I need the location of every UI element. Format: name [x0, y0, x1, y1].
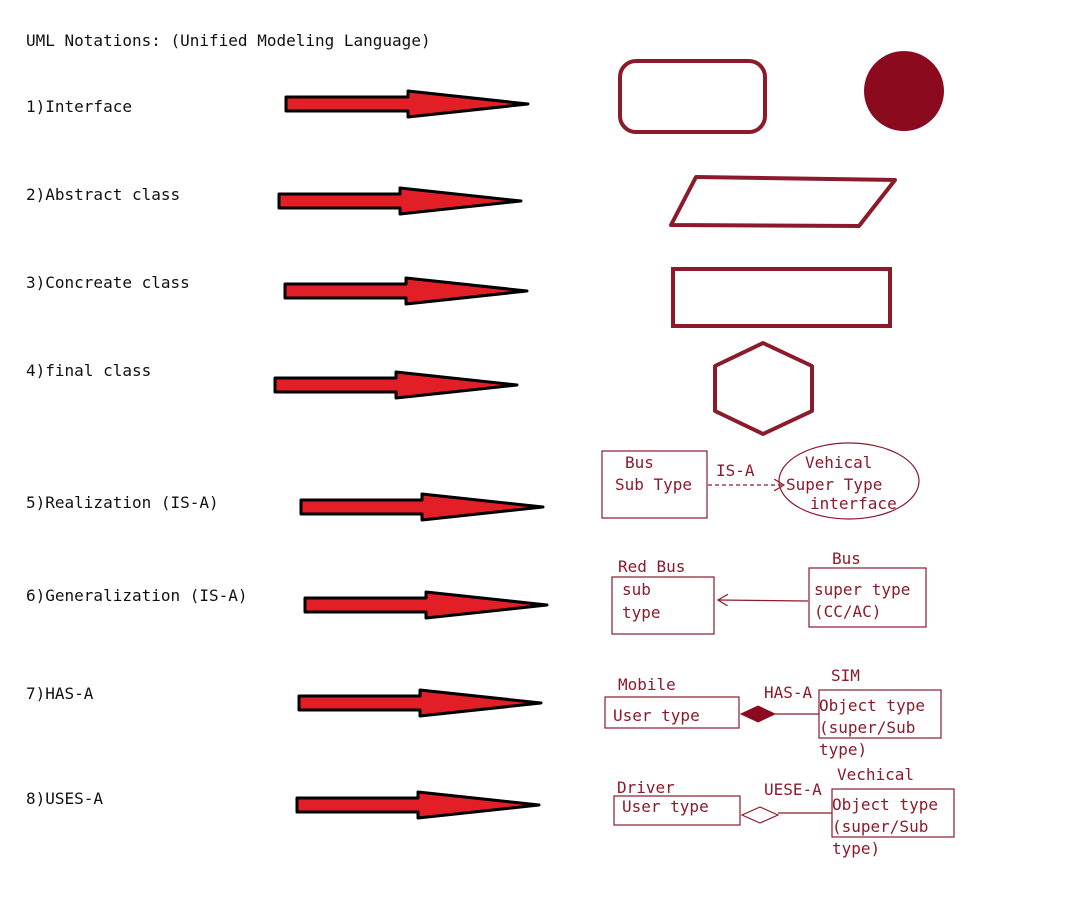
realization-relation-label: IS-A: [716, 461, 755, 480]
page-title: UML Notations: (Unified Modeling Languag…: [26, 31, 431, 50]
has-a-relation-label: HAS-A: [764, 683, 813, 702]
uses-a-owner-box: [613, 795, 741, 826]
realization-subtype-title: Bus: [625, 453, 654, 472]
has-a-part-line3: type): [819, 740, 867, 759]
pointer-arrow-generalization: [303, 590, 549, 620]
realization-subtype-text: Sub Type: [615, 475, 692, 494]
has-a-owner-title: Mobile: [618, 675, 676, 694]
row-label-concrete-class: 3)Concreate class: [26, 273, 190, 292]
has-a-part-line1: Object type: [819, 696, 925, 715]
pointer-arrow-concrete-class: [283, 276, 529, 306]
generalization-super-line1: super type: [814, 580, 910, 599]
uses-a-part-line1: Object type: [832, 795, 938, 814]
generalization-subtype-box: [611, 576, 715, 635]
uses-a-part-box: [831, 788, 955, 838]
pointer-arrow-final-class: [273, 370, 519, 400]
row-label-has-a: 7)HAS-A: [26, 684, 94, 703]
has-a-part-line2: (super/Sub: [819, 718, 915, 737]
concrete-class-rectangle: [671, 267, 892, 328]
has-a-owner-text: User type: [613, 706, 700, 725]
has-a-filled-diamond: [739, 705, 777, 723]
realization-subtype-box: [601, 450, 708, 519]
generalization-supertype-box: [808, 567, 927, 628]
realization-super-kind: interface: [810, 494, 897, 513]
has-a-part-box: [818, 689, 942, 739]
generalization-subtype-line2: type: [622, 603, 661, 622]
interface-rounded-rectangle: [618, 59, 767, 134]
interface-filled-circle: [864, 51, 944, 131]
pointer-arrow-interface: [284, 89, 530, 119]
uses-a-part-line3: type): [832, 839, 880, 858]
uses-a-hollow-diamond: [740, 806, 780, 824]
abstract-class-parallelogram: [669, 175, 897, 228]
has-a-part-title: SIM: [831, 666, 860, 685]
generalization-subtype-title: Red Bus: [618, 557, 685, 576]
generalization-solid-arrow: [718, 600, 809, 601]
pointer-arrow-realization: [299, 492, 545, 522]
pointer-arrow-abstract-class: [277, 186, 523, 216]
has-a-owner-box: [604, 696, 740, 729]
row-label-final-class: 4)final class: [26, 361, 151, 380]
row-label-generalization: 6)Generalization (IS-A): [26, 586, 248, 605]
row-label-realization: 5)Realization (IS-A): [26, 493, 219, 512]
row-label-uses-a: 8)USES-A: [26, 789, 103, 808]
realization-interface-ellipse: [778, 442, 920, 520]
uses-a-owner-title: Driver: [617, 778, 675, 797]
row-label-abstract-class: 2)Abstract class: [26, 185, 180, 204]
uses-a-relation-label: UESE-A: [764, 780, 822, 799]
generalization-super-title: Bus: [832, 549, 861, 568]
uses-a-owner-text: User type: [622, 797, 709, 816]
pointer-arrow-uses-a: [295, 790, 541, 820]
generalization-subtype-line1: sub: [622, 580, 651, 599]
uses-a-part-title: Vechical: [837, 765, 914, 784]
generalization-super-line2: (CC/AC): [814, 602, 881, 621]
final-class-hexagon: [713, 341, 814, 436]
uses-a-part-line2: (super/Sub: [832, 817, 928, 836]
realization-super-text: Super Type: [786, 475, 882, 494]
realization-super-title: Vehical: [805, 453, 872, 472]
pointer-arrow-has-a: [297, 688, 543, 718]
row-label-interface: 1)Interface: [26, 97, 132, 116]
